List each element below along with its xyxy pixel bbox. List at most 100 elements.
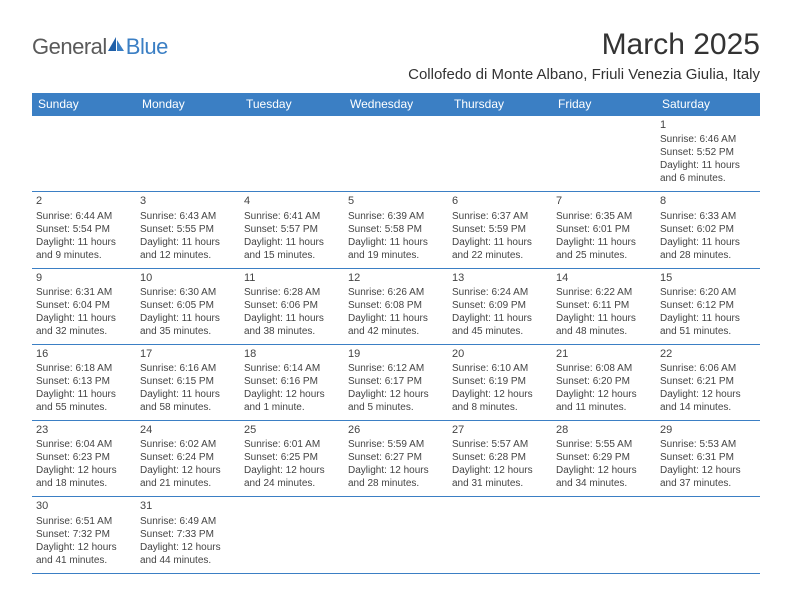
calendar-cell: 11Sunrise: 6:28 AMSunset: 6:06 PMDayligh… bbox=[240, 268, 344, 344]
day-number: 30 bbox=[36, 499, 132, 513]
day-number: 14 bbox=[556, 271, 652, 285]
calendar-cell: 30Sunrise: 6:51 AMSunset: 7:32 PMDayligh… bbox=[32, 497, 136, 573]
sunrise-text: Sunrise: 6:39 AM bbox=[348, 210, 444, 223]
sunrise-text: Sunrise: 5:59 AM bbox=[348, 438, 444, 451]
day-number: 19 bbox=[348, 347, 444, 361]
sunset-text: Sunset: 6:21 PM bbox=[660, 375, 756, 388]
calendar-cell: 20Sunrise: 6:10 AMSunset: 6:19 PMDayligh… bbox=[448, 344, 552, 420]
calendar-week: 30 Sunrise: 6:51 AMSunset: 7:32 PM Dayligh… bbox=[32, 497, 760, 573]
day-number: 20 bbox=[452, 347, 548, 361]
sunset-text: Sunset: 6:01 PM bbox=[556, 223, 652, 236]
day-number: 15 bbox=[660, 271, 756, 285]
daylight-text: Daylight: 11 hours and 6 minutes. bbox=[660, 159, 756, 185]
sunrise-text: Sunrise: 6:31 AM bbox=[36, 286, 132, 299]
sunrise-text: Sunrise: 6:04 AM bbox=[36, 438, 132, 451]
day-number: 23 bbox=[36, 423, 132, 437]
weekday-header: Saturday bbox=[656, 93, 760, 116]
calendar-cell: 5Sunrise: 6:39 AMSunset: 5:58 PMDaylight… bbox=[344, 192, 448, 268]
sunrise-text: Sunrise: 6:51 AM bbox=[36, 515, 132, 528]
sunset-text: Sunset: 6:23 PM bbox=[36, 451, 132, 464]
calendar-cell: 14Sunrise: 6:22 AMSunset: 6:11 PMDayligh… bbox=[552, 268, 656, 344]
brand-logo: General Blue bbox=[32, 34, 168, 60]
daylight-text: Daylight: 12 hours and 8 minutes. bbox=[452, 388, 548, 414]
sunset-text: Sunset: 6:11 PM bbox=[556, 299, 652, 312]
calendar-cell: 4Sunrise: 6:41 AMSunset: 5:57 PMDaylight… bbox=[240, 192, 344, 268]
calendar-week: 1Sunrise: 6:46 AMSunset: 5:52 PMDaylight… bbox=[32, 116, 760, 192]
sunset-text: Sunset: 6:16 PM bbox=[244, 375, 340, 388]
sunset-text: Sunset: 6:04 PM bbox=[36, 299, 132, 312]
day-number: 18 bbox=[244, 347, 340, 361]
calendar-cell: 17Sunrise: 6:16 AMSunset: 6:15 PMDayligh… bbox=[136, 344, 240, 420]
calendar-cell: 8Sunrise: 6:33 AMSunset: 6:02 PMDaylight… bbox=[656, 192, 760, 268]
calendar-cell: 31Sunrise: 6:49 AMSunset: 7:33 PMDayligh… bbox=[136, 497, 240, 573]
sunset-text: Sunset: 6:27 PM bbox=[348, 451, 444, 464]
sunset-text: Sunset: 7:32 PM bbox=[36, 528, 132, 541]
daylight-text: Daylight: 11 hours and 42 minutes. bbox=[348, 312, 444, 338]
day-number: 16 bbox=[36, 347, 132, 361]
sunrise-text: Sunrise: 6:01 AM bbox=[244, 438, 340, 451]
calendar-cell: 9Sunrise: 6:31 AMSunset: 6:04 PMDaylight… bbox=[32, 268, 136, 344]
calendar-cell: 6Sunrise: 6:37 AMSunset: 5:59 PMDaylight… bbox=[448, 192, 552, 268]
daylight-text: Daylight: 11 hours and 38 minutes. bbox=[244, 312, 340, 338]
sunrise-text: Sunrise: 6:33 AM bbox=[660, 210, 756, 223]
calendar-week: 16Sunrise: 6:18 AMSunset: 6:13 PMDayligh… bbox=[32, 344, 760, 420]
day-number: 22 bbox=[660, 347, 756, 361]
sunrise-text: Sunrise: 6:35 AM bbox=[556, 210, 652, 223]
daylight-text: Daylight: 11 hours and 35 minutes. bbox=[140, 312, 236, 338]
sunset-text: Sunset: 6:08 PM bbox=[348, 299, 444, 312]
sunrise-text: Sunrise: 6:14 AM bbox=[244, 362, 340, 375]
calendar-week: 2Sunrise: 6:44 AMSunset: 5:54 PMDaylight… bbox=[32, 192, 760, 268]
sunset-text: Sunset: 7:33 PM bbox=[140, 528, 236, 541]
daylight-text: Daylight: 12 hours and 11 minutes. bbox=[556, 388, 652, 414]
calendar-body: 1Sunrise: 6:46 AMSunset: 5:52 PMDaylight… bbox=[32, 116, 760, 574]
daylight-text: Daylight: 12 hours and 44 minutes. bbox=[140, 541, 236, 567]
weekday-header: Monday bbox=[136, 93, 240, 116]
day-number: 27 bbox=[452, 423, 548, 437]
daylight-text: Daylight: 12 hours and 24 minutes. bbox=[244, 464, 340, 490]
sunrise-text: Sunrise: 6:30 AM bbox=[140, 286, 236, 299]
calendar-cell bbox=[32, 116, 136, 192]
calendar-cell: 2Sunrise: 6:44 AMSunset: 5:54 PMDaylight… bbox=[32, 192, 136, 268]
sunrise-text: Sunrise: 6:22 AM bbox=[556, 286, 652, 299]
day-number: 12 bbox=[348, 271, 444, 285]
calendar-cell: 23Sunrise: 6:04 AMSunset: 6:23 PMDayligh… bbox=[32, 421, 136, 497]
sunrise-text: Sunrise: 5:55 AM bbox=[556, 438, 652, 451]
day-number: 13 bbox=[452, 271, 548, 285]
calendar-cell bbox=[344, 116, 448, 192]
daylight-text: Daylight: 12 hours and 21 minutes. bbox=[140, 464, 236, 490]
sunrise-text: Sunrise: 5:57 AM bbox=[452, 438, 548, 451]
calendar-cell bbox=[448, 497, 552, 573]
day-number: 6 bbox=[452, 194, 548, 208]
day-number: 26 bbox=[348, 423, 444, 437]
month-title: March 2025 bbox=[408, 28, 760, 62]
calendar-cell: 27Sunrise: 5:57 AMSunset: 6:28 PMDayligh… bbox=[448, 421, 552, 497]
sunset-text: Sunset: 6:19 PM bbox=[452, 375, 548, 388]
sunrise-text: Sunrise: 6:44 AM bbox=[36, 210, 132, 223]
sunrise-text: Sunrise: 6:24 AM bbox=[452, 286, 548, 299]
sunrise-text: Sunrise: 6:18 AM bbox=[36, 362, 132, 375]
weekday-header: Friday bbox=[552, 93, 656, 116]
sunset-text: Sunset: 6:12 PM bbox=[660, 299, 756, 312]
sunset-text: Sunset: 6:02 PM bbox=[660, 223, 756, 236]
sunrise-text: Sunrise: 6:12 AM bbox=[348, 362, 444, 375]
brand-part1: General bbox=[32, 34, 107, 60]
sunrise-text: Sunrise: 6:06 AM bbox=[660, 362, 756, 375]
sunset-text: Sunset: 6:25 PM bbox=[244, 451, 340, 464]
day-number: 31 bbox=[140, 499, 236, 513]
sunrise-text: Sunrise: 5:53 AM bbox=[660, 438, 756, 451]
calendar-cell bbox=[240, 497, 344, 573]
daylight-text: Daylight: 11 hours and 22 minutes. bbox=[452, 236, 548, 262]
title-block: March 2025 Collofedo di Monte Albano, Fr… bbox=[408, 28, 760, 89]
calendar-cell: 26Sunrise: 5:59 AMSunset: 6:27 PMDayligh… bbox=[344, 421, 448, 497]
sunset-text: Sunset: 5:52 PM bbox=[660, 146, 756, 159]
sunrise-text: Sunrise: 6:16 AM bbox=[140, 362, 236, 375]
calendar-cell: 25Sunrise: 6:01 AMSunset: 6:25 PMDayligh… bbox=[240, 421, 344, 497]
day-number: 8 bbox=[660, 194, 756, 208]
sunset-text: Sunset: 6:15 PM bbox=[140, 375, 236, 388]
daylight-text: Daylight: 11 hours and 19 minutes. bbox=[348, 236, 444, 262]
day-number: 9 bbox=[36, 271, 132, 285]
daylight-text: Daylight: 12 hours and 28 minutes. bbox=[348, 464, 444, 490]
calendar-cell: 3Sunrise: 6:43 AMSunset: 5:55 PMDaylight… bbox=[136, 192, 240, 268]
calendar-cell: 15Sunrise: 6:20 AMSunset: 6:12 PMDayligh… bbox=[656, 268, 760, 344]
daylight-text: Daylight: 11 hours and 25 minutes. bbox=[556, 236, 652, 262]
